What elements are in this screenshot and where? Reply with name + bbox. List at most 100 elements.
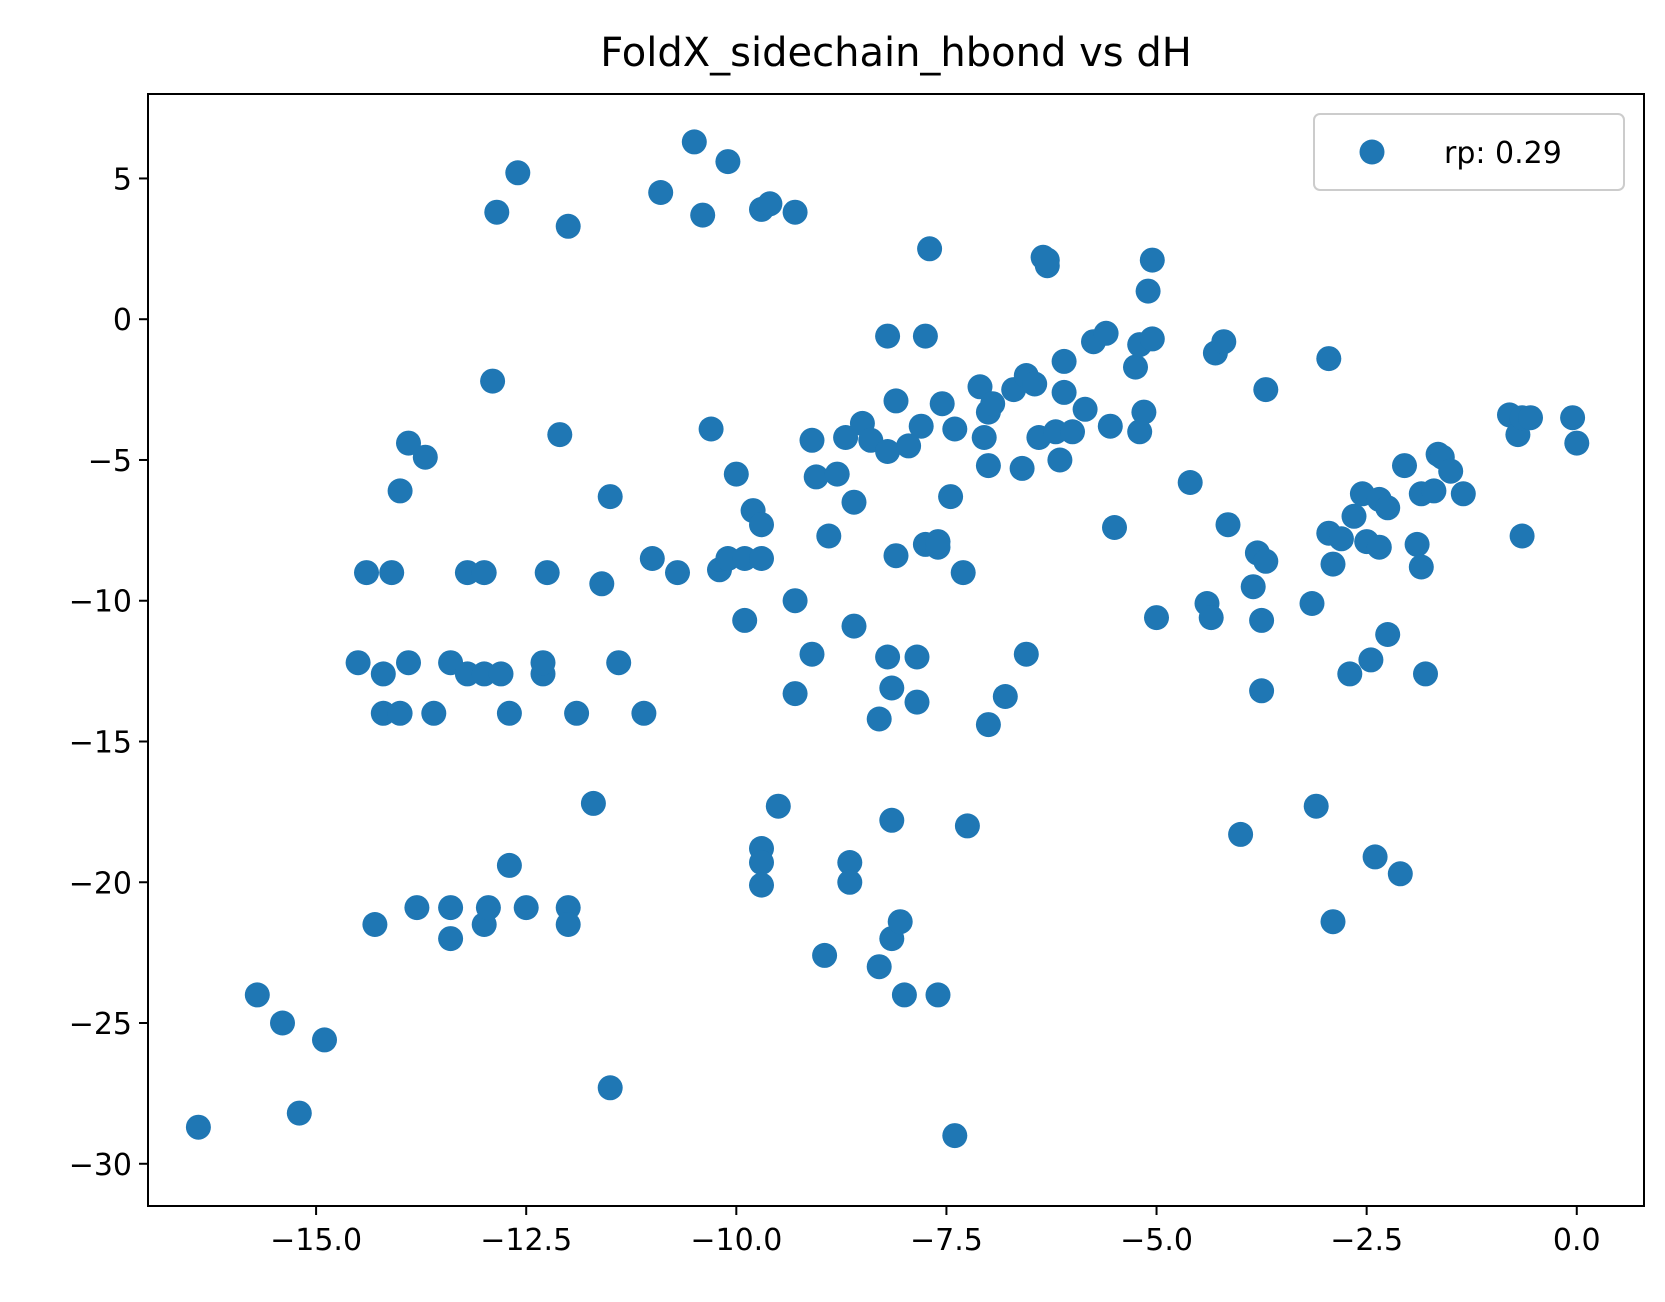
scatter-point <box>1366 534 1392 560</box>
scatter-point <box>1303 793 1329 819</box>
scatter-point <box>1131 399 1157 425</box>
scatter-point <box>992 684 1018 709</box>
scatter-point <box>270 1010 295 1036</box>
scatter-point <box>1127 419 1153 445</box>
x-tick-label: −2.5 <box>1330 1223 1403 1258</box>
scatter-point <box>690 202 716 228</box>
scatter-point <box>555 213 581 239</box>
scatter-point <box>496 852 522 878</box>
scatter-point <box>421 700 447 726</box>
legend: rp: 0.29 <box>1313 113 1625 191</box>
scatter-point <box>879 675 905 701</box>
scatter-point <box>1240 574 1266 600</box>
scatter-point <box>841 489 867 515</box>
scatter-point <box>971 425 997 450</box>
scatter-point <box>833 425 859 450</box>
scatter-point <box>1198 605 1224 631</box>
scatter-point <box>925 529 951 555</box>
chart-title: FoldX_sidechain_hbond vs dH <box>600 30 1192 76</box>
scatter-point <box>715 149 741 175</box>
scatter-point <box>908 413 934 439</box>
scatter-point <box>1387 861 1413 887</box>
scatter-point <box>799 641 825 667</box>
scatter-point <box>345 650 371 676</box>
scatter-point <box>496 700 522 726</box>
scatter-point <box>244 982 270 1008</box>
data-points <box>185 129 1590 1149</box>
scatter-point <box>1215 512 1241 538</box>
scatter-point <box>749 850 774 875</box>
scatter-point <box>1123 354 1148 380</box>
scatter-point <box>530 650 556 676</box>
legend-label: rp: 0.29 <box>1444 136 1562 171</box>
scatter-point <box>513 895 539 921</box>
scatter-point <box>782 199 808 225</box>
legend-marker <box>1359 139 1385 165</box>
scatter-point <box>1404 531 1430 557</box>
scatter-point <box>896 433 922 459</box>
scatter-point <box>749 512 774 538</box>
scatter-point <box>370 661 396 687</box>
scatter-point <box>488 661 514 687</box>
scatter-point <box>749 546 774 571</box>
plot-frame <box>147 93 1645 1207</box>
scatter-point <box>484 199 510 225</box>
scatter-point <box>879 807 905 833</box>
scatter-point <box>732 607 758 633</box>
scatter-point <box>1013 641 1039 667</box>
scatter-point <box>534 560 560 586</box>
scatter-point <box>286 1100 312 1126</box>
scatter-point <box>1337 661 1363 687</box>
scatter-point <box>980 391 1006 417</box>
y-tick-label: −15 <box>69 725 132 760</box>
y-tick-label: −10 <box>69 585 132 620</box>
scatter-point <box>723 461 749 487</box>
scatter-point <box>1249 678 1275 704</box>
scatter-point <box>1375 622 1401 647</box>
scatter-point <box>1034 247 1060 273</box>
scatter-point <box>379 560 405 586</box>
scatter-point <box>438 926 464 952</box>
scatter-point <box>841 613 867 639</box>
scatter-point <box>1102 515 1127 540</box>
scatter-point <box>824 461 850 487</box>
scatter-point <box>1320 909 1346 935</box>
scatter-point <box>1320 551 1346 577</box>
y-tick-label: 0 <box>113 303 132 338</box>
scatter-point <box>1341 503 1367 529</box>
scatter-point <box>904 689 930 715</box>
scatter-point <box>1299 591 1325 616</box>
scatter-point <box>837 850 863 875</box>
scatter-point <box>1097 413 1123 439</box>
scatter-point <box>782 588 808 614</box>
scatter-point <box>799 427 825 453</box>
legend-box <box>1313 113 1625 191</box>
scatter-point <box>404 895 430 921</box>
scatter-point <box>387 478 413 504</box>
scatter-point <box>555 912 581 937</box>
x-tick-label: −10.0 <box>690 1223 782 1258</box>
scatter-point <box>1438 458 1464 484</box>
scatter-point <box>1211 329 1237 355</box>
scatter-point <box>1022 371 1048 397</box>
scatter-point <box>681 129 707 155</box>
scatter-point <box>1316 346 1342 372</box>
scatter-point <box>1358 647 1384 673</box>
scatter-point <box>396 650 421 676</box>
scatter-point <box>904 644 930 670</box>
scatter-point <box>803 464 829 490</box>
scatter-point <box>975 712 1001 738</box>
scatter-point <box>891 982 917 1008</box>
scatter-point <box>505 160 531 186</box>
scatter-point <box>1392 453 1417 479</box>
scatter-point <box>1253 377 1279 403</box>
scatter-point <box>883 388 909 414</box>
scatter-point <box>1228 821 1254 847</box>
scatter-point <box>925 982 951 1008</box>
scatter-point <box>812 942 838 968</box>
scatter-point <box>942 416 968 442</box>
scatter-point <box>1051 348 1077 374</box>
x-tick-label: −7.5 <box>910 1223 983 1258</box>
scatter-point <box>816 523 842 549</box>
